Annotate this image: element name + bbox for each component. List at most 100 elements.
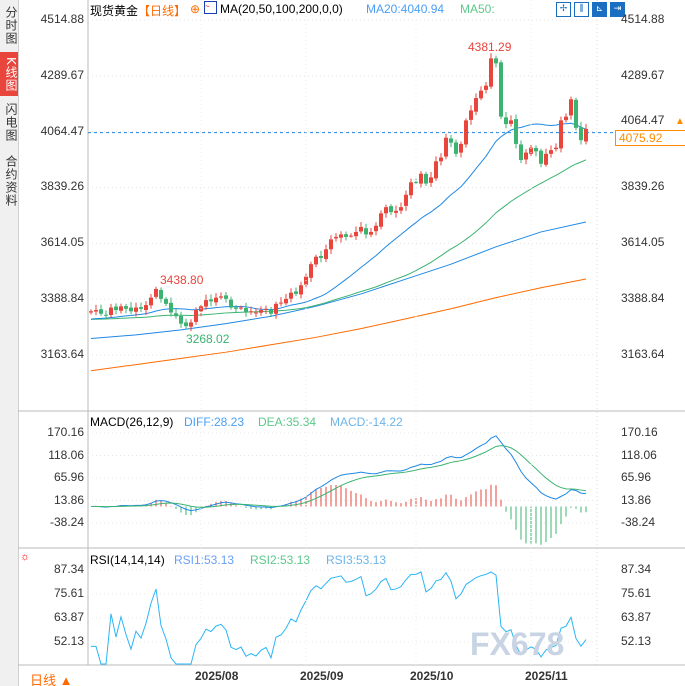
settings-sun-icon[interactable]: ☼ bbox=[20, 551, 31, 563]
candle-body bbox=[414, 181, 418, 183]
candle-body bbox=[149, 297, 153, 306]
side-tab-bar: 分时图 K线图 闪电图 合约资料 bbox=[0, 0, 19, 686]
candle-body bbox=[204, 300, 208, 307]
rsi3-value: RSI3:53.13 bbox=[326, 553, 387, 567]
rsi1-value: RSI1:53.13 bbox=[174, 553, 235, 567]
candle-body bbox=[399, 207, 403, 211]
macd-diff: DIFF:28.23 bbox=[184, 415, 245, 429]
rsi2-value: RSI2:53.13 bbox=[250, 553, 311, 567]
candle-body bbox=[99, 309, 103, 314]
ma50-line bbox=[90, 159, 587, 320]
candle-body bbox=[319, 255, 323, 258]
candle-body bbox=[329, 239, 333, 250]
tab-kline[interactable]: K线图 bbox=[0, 52, 18, 96]
candle-body bbox=[249, 311, 253, 313]
candle-body bbox=[129, 307, 133, 312]
rsi-axis-right-label: 87.34 bbox=[621, 562, 652, 576]
macd-value: MACD:-14.22 bbox=[330, 415, 403, 429]
macd-axis-left-label: 13.86 bbox=[53, 492, 84, 507]
price-axis-right-label: 3839.26 bbox=[621, 179, 665, 194]
candle-body bbox=[449, 138, 453, 143]
instrument-name: 现货黄金 bbox=[90, 4, 139, 18]
candle-body bbox=[514, 119, 518, 144]
candle-body bbox=[289, 292, 293, 299]
candle-body bbox=[259, 310, 263, 313]
candle-body bbox=[144, 305, 148, 311]
axis-icon[interactable]: ⊾ bbox=[592, 2, 607, 17]
period-label: 【日线】 bbox=[138, 4, 187, 18]
candle-body bbox=[409, 182, 413, 196]
candle-body bbox=[489, 58, 493, 87]
candle-body bbox=[154, 288, 158, 297]
candle-body bbox=[374, 225, 378, 232]
rsi-line bbox=[91, 571, 587, 665]
macd-axis-left-label: 170.16 bbox=[47, 425, 84, 439]
price-axis-left-label: 3614.05 bbox=[40, 235, 84, 250]
tab-contract-info[interactable]: 合约资料 bbox=[4, 155, 18, 207]
add-icon[interactable]: ⊕ bbox=[190, 2, 201, 16]
candle-body bbox=[269, 309, 273, 314]
candle-body bbox=[434, 161, 438, 179]
price-axis-right-label: 4514.88 bbox=[621, 12, 665, 26]
ma20-line bbox=[90, 122, 587, 320]
candle-body bbox=[274, 303, 278, 314]
price-axis-left-label: 4289.67 bbox=[40, 67, 84, 82]
crosshair-icon[interactable]: ✢ bbox=[556, 2, 571, 17]
candle-body bbox=[224, 295, 228, 299]
macd-axis-right-label: 13.86 bbox=[621, 492, 652, 507]
candle-body bbox=[189, 322, 193, 327]
macd-axis-right-label: 65.96 bbox=[621, 470, 652, 484]
current-price-tag: 4075.92 bbox=[615, 130, 685, 146]
candle-body bbox=[354, 231, 358, 237]
candle-body bbox=[404, 194, 408, 206]
ma100-line bbox=[90, 221, 587, 340]
candle-body bbox=[344, 234, 348, 237]
tab-flash[interactable]: 闪电图 bbox=[4, 102, 18, 142]
candle-body bbox=[379, 213, 383, 227]
rsi-axis-right-label: 52.13 bbox=[621, 634, 652, 648]
candle-body bbox=[309, 264, 313, 278]
candle-body bbox=[244, 308, 248, 313]
candle-body bbox=[284, 298, 288, 304]
macd-axis-left-label: 118.06 bbox=[48, 447, 84, 462]
indicator-icon[interactable]: ~ bbox=[204, 1, 217, 14]
rsi-axis-left-label: 63.87 bbox=[53, 610, 84, 624]
candle-body bbox=[349, 235, 353, 237]
candle-body bbox=[359, 226, 363, 232]
rsi-label: RSI(14,14,14) bbox=[90, 553, 165, 567]
candle-body bbox=[254, 312, 258, 314]
candle-body bbox=[484, 85, 488, 90]
macd-dea: DEA:35.34 bbox=[258, 415, 317, 429]
candle-body bbox=[314, 256, 318, 265]
ma-label: MA(20,50,100,200,0,0) bbox=[220, 2, 343, 16]
candle-body bbox=[299, 285, 303, 295]
candle-body bbox=[89, 311, 93, 313]
tab-timeshare[interactable]: 分时图 bbox=[4, 5, 18, 45]
candle-body bbox=[554, 147, 558, 150]
candle-body bbox=[389, 206, 393, 213]
annotation-local-low: 3268.02 bbox=[186, 332, 230, 346]
price-axis-right-label: 3163.64 bbox=[621, 346, 665, 361]
annotation-local-high: 3438.80 bbox=[160, 273, 204, 287]
candle-body bbox=[534, 147, 538, 152]
candle-body bbox=[109, 307, 113, 315]
macd-diff-line bbox=[90, 435, 587, 512]
price-axis-left-label: 4514.88 bbox=[40, 12, 84, 26]
candle-body bbox=[459, 143, 463, 153]
candle-body bbox=[209, 299, 213, 302]
candle-body bbox=[134, 307, 138, 312]
candle-body bbox=[479, 90, 483, 99]
forward-icon[interactable]: ⇥ bbox=[610, 2, 625, 17]
ma200-line bbox=[90, 278, 587, 372]
candle-body bbox=[184, 322, 188, 327]
candle-body bbox=[544, 153, 548, 165]
bar-width-icon[interactable]: ⫼ bbox=[574, 2, 589, 17]
date-label: 2025/08 bbox=[195, 669, 239, 683]
price-axis-right-label: 3388.84 bbox=[621, 291, 665, 306]
date-label: 2025/11 bbox=[525, 669, 568, 683]
candle-body bbox=[569, 99, 573, 116]
candle-body bbox=[339, 234, 343, 238]
period-button[interactable]: 日线 ▲ bbox=[30, 673, 73, 686]
scroll-up-icon[interactable]: ▲ bbox=[675, 116, 685, 127]
